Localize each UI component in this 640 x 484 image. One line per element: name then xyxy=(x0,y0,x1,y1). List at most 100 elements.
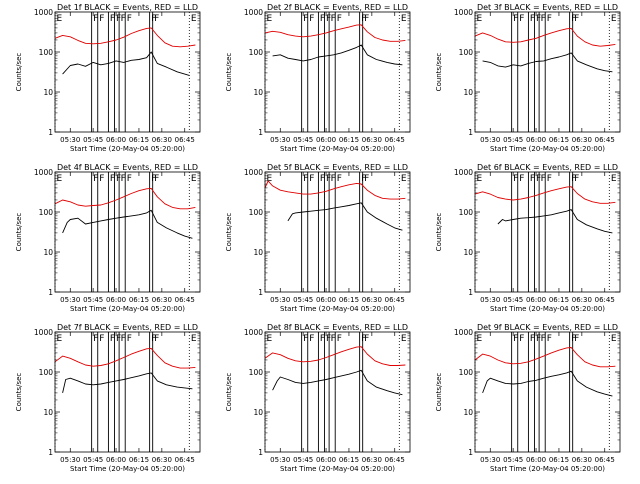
x-tick-label: 06:30 xyxy=(152,456,172,464)
x-tick-label: 05:30 xyxy=(270,136,290,144)
marker-label: F xyxy=(513,14,518,24)
events-series-line xyxy=(62,209,193,239)
marker-label: F xyxy=(99,174,104,184)
x-tick-label: 05:45 xyxy=(83,296,103,304)
x-tick-label: 05:45 xyxy=(83,456,103,464)
marker-label: F xyxy=(337,334,342,344)
y-axis-label: Counts/sec xyxy=(15,373,23,412)
marker-label: E xyxy=(57,174,63,184)
y-tick-label: 1000 xyxy=(454,8,473,17)
panel-det-4: Det 4f BLACK = Events, RED = LLD Counts/s… xyxy=(15,163,201,313)
x-tick-label: 06:30 xyxy=(362,456,382,464)
y-tick-label: 1000 xyxy=(34,328,53,337)
marker-label: E xyxy=(477,14,483,24)
panel-det-3: Det 3f BLACK = Events, RED = LLD Counts/s… xyxy=(435,3,621,153)
y-tick-label: 1 xyxy=(258,448,263,457)
x-axis-label: Start Time (20-May-04 05:20:00) xyxy=(70,305,185,313)
y-tick-label: 100 xyxy=(249,48,264,57)
marker-label: F xyxy=(320,174,325,184)
y-tick-label: 10 xyxy=(253,248,263,257)
x-tick-label: 06:45 xyxy=(175,296,195,304)
marker-label: F xyxy=(547,174,552,184)
marker-label: F xyxy=(326,174,331,184)
y-tick-label: 1 xyxy=(48,448,53,457)
y-tick-label: 100 xyxy=(459,208,474,217)
y-tick-label: 10 xyxy=(43,408,53,417)
y-tick-label: 10 xyxy=(253,408,263,417)
marker-label: F xyxy=(93,334,98,344)
lld-series-line xyxy=(54,187,196,210)
x-axis-label: Start Time (20-May-04 05:20:00) xyxy=(280,145,395,153)
x-tick-label: 06:45 xyxy=(595,136,615,144)
y-tick-label: 10 xyxy=(463,88,473,97)
x-tick-label: 05:45 xyxy=(503,456,523,464)
y-tick-label: 1000 xyxy=(454,328,473,337)
panel-det-1: Det 1f BLACK = Events, RED = LLD Counts/s… xyxy=(15,3,201,153)
panel-title: Det 1f BLACK = Events, RED = LLD xyxy=(57,3,198,12)
x-axis-label: Start Time (20-May-04 05:20:00) xyxy=(70,465,185,473)
x-tick-label: 06:30 xyxy=(572,296,592,304)
events-series-line xyxy=(497,209,613,234)
panel-title: Det 4f BLACK = Events, RED = LLD xyxy=(57,163,198,172)
x-tick-label: 06:45 xyxy=(595,296,615,304)
panel-det-9: Det 9f BLACK = Events, RED = LLD Counts/s… xyxy=(435,323,621,473)
marker-label: F xyxy=(513,334,518,344)
x-tick-label: 06:00 xyxy=(316,456,336,464)
y-tick-label: 1 xyxy=(468,128,473,137)
marker-label: F xyxy=(571,334,576,344)
x-tick-label: 06:15 xyxy=(339,456,359,464)
x-tick-label: 05:30 xyxy=(270,296,290,304)
x-tick-label: 06:00 xyxy=(526,136,546,144)
y-tick-label: 1000 xyxy=(34,8,53,17)
marker-label: F xyxy=(326,334,331,344)
y-tick-label: 10 xyxy=(463,248,473,257)
y-tick-label: 1000 xyxy=(244,8,263,17)
marker-label: F xyxy=(513,174,518,184)
y-tick-label: 1000 xyxy=(34,168,53,177)
panel-det-7: Det 7f BLACK = Events, RED = LLD Counts/s… xyxy=(15,323,201,473)
x-tick-label: 05:30 xyxy=(270,456,290,464)
x-axis-label: Start Time (20-May-04 05:20:00) xyxy=(490,145,605,153)
marker-label: F xyxy=(309,334,314,344)
x-tick-label: 05:45 xyxy=(293,296,313,304)
marker-label: F xyxy=(536,174,541,184)
events-series-line xyxy=(62,51,190,76)
x-tick-label: 05:45 xyxy=(293,456,313,464)
marker-label: F xyxy=(127,334,132,344)
x-tick-label: 06:15 xyxy=(129,296,149,304)
y-tick-label: 1000 xyxy=(244,328,263,337)
x-tick-label: 05:45 xyxy=(83,136,103,144)
y-axis-label: Counts/sec xyxy=(15,213,23,252)
y-tick-label: 100 xyxy=(459,368,474,377)
marker-label: F xyxy=(361,334,366,344)
y-tick-label: 10 xyxy=(43,88,53,97)
plot-frame xyxy=(54,331,201,453)
marker-label: F xyxy=(574,334,579,344)
events-series-line xyxy=(482,370,613,397)
marker-label: F xyxy=(574,174,579,184)
x-tick-label: 06:00 xyxy=(526,296,546,304)
y-axis-label: Counts/sec xyxy=(225,373,233,412)
panel-title: Det 6f BLACK = Events, RED = LLD xyxy=(477,163,618,172)
lld-series-line xyxy=(54,347,196,369)
events-series-line xyxy=(272,369,403,396)
lld-series-line xyxy=(54,27,196,48)
marker-label: E xyxy=(611,14,617,24)
marker-label: F xyxy=(541,14,546,24)
events-series-line xyxy=(62,372,193,394)
x-tick-label: 06:15 xyxy=(339,296,359,304)
x-tick-label: 06:15 xyxy=(549,456,569,464)
marker-label: F xyxy=(536,14,541,24)
y-tick-label: 100 xyxy=(39,368,54,377)
lld-series-line xyxy=(474,347,616,368)
x-axis-label: Start Time (20-May-04 05:20:00) xyxy=(490,305,605,313)
marker-label: F xyxy=(364,14,369,24)
y-tick-label: 100 xyxy=(459,48,474,57)
lld-series-line xyxy=(264,24,406,42)
x-tick-label: 06:30 xyxy=(572,456,592,464)
y-axis-label: Counts/sec xyxy=(15,53,23,92)
marker-label: F xyxy=(530,14,535,24)
marker-label: F xyxy=(99,334,104,344)
marker-label: F xyxy=(320,14,325,24)
marker-label: E xyxy=(57,334,63,344)
